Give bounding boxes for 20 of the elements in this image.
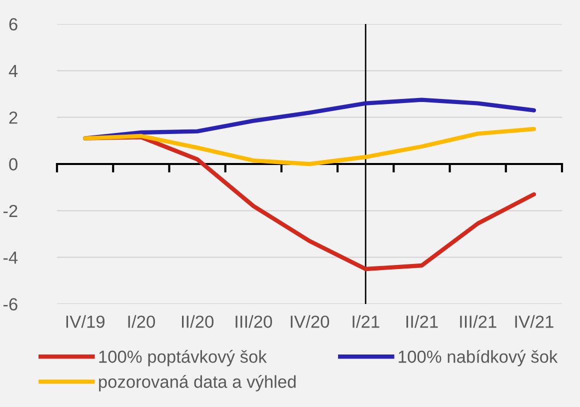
y-tick-label: 2: [9, 112, 18, 124]
y-tick-label: -4: [3, 252, 18, 264]
x-tick-label: II/21: [406, 315, 438, 328]
y-tick-label: 0: [9, 158, 18, 170]
x-tick-label: IV/21: [515, 315, 554, 328]
x-tick-label: I/21: [352, 315, 380, 328]
y-tick-label: -6: [3, 298, 18, 310]
legend-label: pozorovaná data a výhled: [99, 374, 296, 392]
x-tick-label: IV/19: [66, 315, 104, 328]
x-tick-label: III/20: [236, 315, 272, 328]
x-tick-label: I/20: [128, 315, 155, 328]
line-series: [82, 126, 536, 166]
y-tick-label: 4: [8, 65, 18, 77]
x-tick-label: II/20: [182, 315, 214, 328]
legend-label: 100% nabídkový šok: [398, 350, 558, 366]
y-tick-label: -2: [3, 204, 18, 217]
legend-label: 100% poptávkový šok: [99, 350, 267, 366]
y-tick-label: 6: [9, 18, 18, 30]
x-tick-label: III/21: [460, 315, 496, 328]
x-tick-label: IV/20: [290, 315, 330, 328]
